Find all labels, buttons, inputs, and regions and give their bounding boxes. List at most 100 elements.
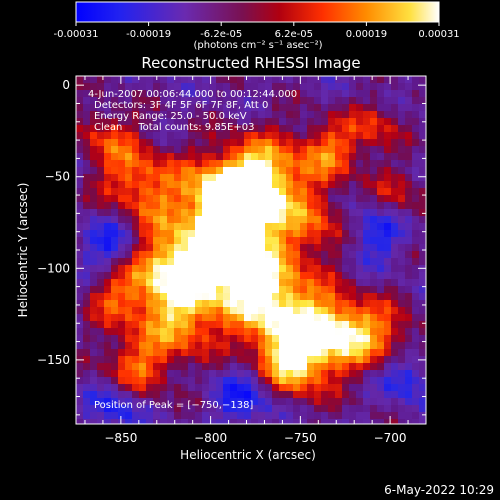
heatmap-cell xyxy=(391,293,399,301)
heatmap-cell xyxy=(139,314,147,322)
heatmap-cell xyxy=(174,328,182,336)
heatmap-cell xyxy=(293,405,301,413)
heatmap-cell xyxy=(188,181,196,189)
heatmap-cell xyxy=(335,174,343,182)
heatmap-cell xyxy=(76,335,84,343)
heatmap-cell xyxy=(342,258,350,266)
heatmap-cell xyxy=(377,195,385,203)
heatmap-cell xyxy=(97,111,105,119)
heatmap-cell xyxy=(146,286,154,294)
heatmap-cell xyxy=(363,125,371,133)
heatmap-cell xyxy=(244,328,252,336)
heatmap-cell xyxy=(279,223,287,231)
heatmap-cell xyxy=(307,349,315,357)
heatmap-cell xyxy=(160,104,168,112)
heatmap-cell xyxy=(279,251,287,259)
heatmap-cell xyxy=(118,377,126,385)
heatmap-cell xyxy=(356,377,364,385)
heatmap-cell xyxy=(90,223,98,231)
heatmap-cell xyxy=(237,279,245,287)
heatmap-cell xyxy=(391,391,399,399)
heatmap-cell xyxy=(286,272,294,280)
heatmap-cell xyxy=(286,286,294,294)
heatmap-cell xyxy=(328,251,336,259)
heatmap-cell xyxy=(251,321,259,329)
heatmap-cell xyxy=(118,328,126,336)
heatmap-cell xyxy=(370,265,378,273)
heatmap-cell xyxy=(321,90,329,98)
heatmap-cell xyxy=(335,398,343,406)
heatmap-cell xyxy=(160,384,168,392)
heatmap-cell xyxy=(153,244,161,252)
heatmap-cell xyxy=(293,153,301,161)
heatmap-cell xyxy=(272,391,280,399)
heatmap-cell xyxy=(405,314,413,322)
heatmap-cell xyxy=(377,258,385,266)
heatmap-cell xyxy=(321,293,329,301)
heatmap-cell xyxy=(209,251,217,259)
heatmap-cell xyxy=(328,167,336,175)
heatmap-cell xyxy=(265,195,273,203)
heatmap-cell xyxy=(146,405,154,413)
heatmap-cell xyxy=(216,265,224,273)
heatmap-cell xyxy=(146,223,154,231)
heatmap-cell xyxy=(363,293,371,301)
heatmap-cell xyxy=(153,398,161,406)
heatmap-cell xyxy=(307,209,315,217)
heatmap-cell xyxy=(244,90,252,98)
heatmap-cell xyxy=(370,300,378,308)
heatmap-cell xyxy=(398,335,406,343)
heatmap-cell xyxy=(307,181,315,189)
heatmap-cell xyxy=(419,293,426,301)
heatmap-cell xyxy=(132,146,140,154)
heatmap-cell xyxy=(335,153,343,161)
heatmap-cell xyxy=(398,321,406,329)
heatmap-cell xyxy=(391,181,399,189)
heatmap-cell xyxy=(342,83,350,91)
heatmap-cell xyxy=(139,146,147,154)
heatmap-cell xyxy=(97,223,105,231)
heatmap-cell xyxy=(118,132,126,140)
heatmap-cell xyxy=(265,118,273,126)
heatmap-cell xyxy=(104,405,112,413)
heatmap-cell xyxy=(258,209,266,217)
heatmap-cell xyxy=(342,90,350,98)
heatmap-cell xyxy=(111,97,119,105)
heatmap-cell xyxy=(76,391,84,399)
heatmap-cell xyxy=(209,209,217,217)
heatmap-cell xyxy=(384,321,392,329)
heatmap-cell xyxy=(300,405,308,413)
heatmap-cell xyxy=(251,258,259,266)
heatmap-cell xyxy=(307,321,315,329)
heatmap-cell xyxy=(300,167,308,175)
heatmap-cell xyxy=(83,258,91,266)
heatmap-cell xyxy=(419,216,426,224)
heatmap-cell xyxy=(97,195,105,203)
heatmap-cell xyxy=(335,181,343,189)
heatmap-cell xyxy=(83,181,91,189)
heatmap-cell xyxy=(216,405,224,413)
heatmap-cell xyxy=(118,139,126,147)
heatmap-cell xyxy=(412,132,420,140)
heatmap-cell xyxy=(258,265,266,273)
heatmap-cell xyxy=(419,398,426,406)
heatmap-cell xyxy=(230,391,238,399)
heatmap-cell xyxy=(83,419,91,424)
heatmap-cell xyxy=(223,181,231,189)
heatmap-cell xyxy=(188,391,196,399)
heatmap-cell xyxy=(398,83,406,91)
heatmap-cell xyxy=(293,104,301,112)
heatmap-cell xyxy=(223,195,231,203)
heatmap-cell xyxy=(300,398,308,406)
heatmap-cell xyxy=(328,370,336,378)
heatmap-cell xyxy=(258,174,266,182)
heatmap-cell xyxy=(223,167,231,175)
heatmap-cell xyxy=(391,384,399,392)
heatmap-cell xyxy=(356,181,364,189)
heatmap-cell xyxy=(244,300,252,308)
heatmap-cell xyxy=(279,405,287,413)
heatmap-cell xyxy=(314,209,322,217)
heatmap-cell xyxy=(307,342,315,350)
heatmap-cell xyxy=(195,153,203,161)
heatmap-cell xyxy=(398,307,406,315)
